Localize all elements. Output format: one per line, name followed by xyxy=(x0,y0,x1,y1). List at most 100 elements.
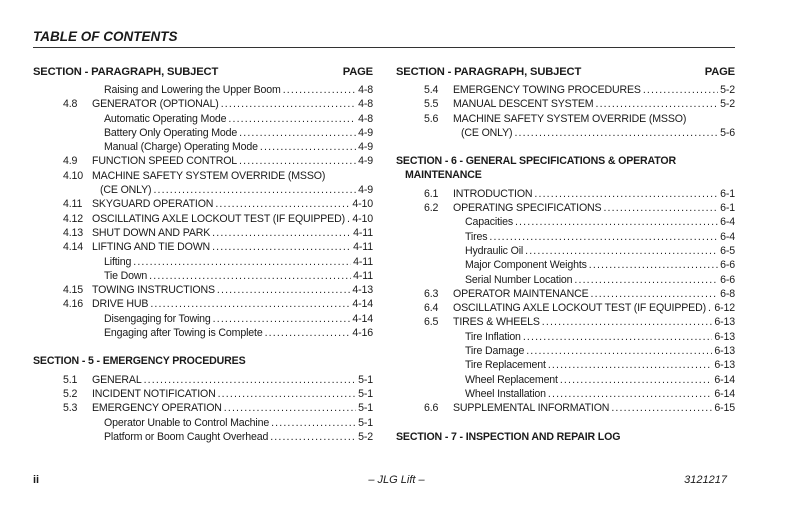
toc-entry[interactable]: 5.4 EMERGENCY TOWING PROCEDURES 5-2 xyxy=(396,83,735,97)
entry-title[interactable]: EMERGENCY TOWING PROCEDURES xyxy=(453,84,641,96)
entry-page[interactable]: 5-1 xyxy=(358,387,373,400)
toc-entry[interactable]: Raising and Lowering the Upper Boom 4-8 xyxy=(33,83,373,97)
toc-entry[interactable]: Tire Inflation 6-13 xyxy=(396,330,735,344)
entry-title[interactable]: Platform or Boom Caught Overhead xyxy=(104,430,269,443)
entry-title[interactable]: OPERATOR MAINTENANCE xyxy=(453,287,589,300)
entry-title[interactable]: (CE ONLY) xyxy=(461,126,513,139)
entry-page[interactable]: 4-11 xyxy=(353,226,373,239)
entry-page[interactable]: 6-1 xyxy=(720,187,735,200)
entry-page[interactable]: 6-6 xyxy=(720,273,735,286)
entry-page[interactable]: 6-15 xyxy=(714,402,735,415)
toc-entry[interactable]: Platform or Boom Caught Overhead 5-2 xyxy=(33,430,373,444)
entry-title[interactable]: MACHINE SAFETY SYSTEM OVERRIDE (MSSO) xyxy=(453,112,687,125)
entry-page[interactable]: 6-13 xyxy=(714,330,735,343)
entry-page[interactable]: 4-14 xyxy=(352,298,373,311)
entry-title[interactable]: Disengaging for Towing xyxy=(104,312,211,325)
entry-page[interactable]: 5-2 xyxy=(358,430,373,443)
entry-title[interactable]: Tires xyxy=(465,230,488,243)
toc-entry[interactable]: 4.11 SKYGUARD OPERATION 4-10 xyxy=(33,197,373,211)
entry-title[interactable]: OSCILLATING AXLE LOCKOUT TEST (IF EQUIPP… xyxy=(453,302,706,315)
entry-page[interactable]: 5-1 xyxy=(358,416,373,429)
entry-page[interactable]: 4-9 xyxy=(358,155,373,168)
toc-entry[interactable]: 4.8 GENERATOR (OPTIONAL) 4-8 xyxy=(33,97,373,111)
toc-entry[interactable]: Disengaging for Towing 4-14 xyxy=(33,312,373,326)
toc-entry[interactable]: 5.6 MACHINE SAFETY SYSTEM OVERRIDE (MSSO) xyxy=(396,112,735,126)
toc-entry[interactable]: Manual (Charge) Operating Mode 4-9 xyxy=(33,140,373,154)
entry-title[interactable]: Lifting xyxy=(104,255,132,268)
entry-title[interactable]: DRIVE HUB xyxy=(92,298,149,311)
entry-title[interactable]: Tie Down xyxy=(104,269,148,282)
entry-title[interactable]: Major Component Weights xyxy=(465,259,587,272)
entry-page[interactable]: 6-12 xyxy=(714,302,735,315)
toc-entry[interactable]: 6.1 INTRODUCTION 6-1 xyxy=(396,187,735,201)
toc-entry[interactable]: 4.15 TOWING INSTRUCTIONS 4-13 xyxy=(33,283,373,297)
toc-entry[interactable]: 4.12 OSCILLATING AXLE LOCKOUT TEST (IF EQ… xyxy=(33,212,373,226)
entry-title[interactable]: SHUT DOWN AND PARK xyxy=(92,226,211,239)
entry-title[interactable]: MACHINE SAFETY SYSTEM OVERRIDE (MSSO) xyxy=(92,169,326,182)
entry-page[interactable]: 6-13 xyxy=(714,345,735,358)
entry-page[interactable]: 4-11 xyxy=(353,255,373,268)
entry-page[interactable]: 4-8 xyxy=(358,98,373,111)
entry-title[interactable]: Tire Replacement xyxy=(465,359,546,372)
entry-title[interactable]: FUNCTION SPEED CONTROL xyxy=(92,155,238,168)
entry-title[interactable]: (CE ONLY) xyxy=(100,184,152,197)
entry-page[interactable]: 4-11 xyxy=(353,241,373,254)
entry-page[interactable]: 6-14 xyxy=(714,373,735,386)
entry-page[interactable]: 5-1 xyxy=(358,402,373,415)
toc-entry[interactable]: 4.13 SHUT DOWN AND PARK 4-11 xyxy=(33,226,373,240)
entry-page[interactable]: 4-9 xyxy=(358,184,373,197)
toc-entry[interactable]: Capacities 6-4 xyxy=(396,215,735,229)
entry-page[interactable]: 4-10 xyxy=(352,198,373,211)
entry-title[interactable]: Tire Inflation xyxy=(465,330,521,343)
entry-page[interactable]: 5-6 xyxy=(720,126,735,139)
toc-entry[interactable]: Tie Down 4-11 xyxy=(33,269,373,283)
entry-page[interactable]: 6-4 xyxy=(720,230,735,243)
toc-entry[interactable]: (CE ONLY) 5-6 xyxy=(396,126,735,140)
entry-title[interactable]: Automatic Operating Mode xyxy=(104,112,227,125)
entry-title[interactable]: Engaging after Towing is Complete xyxy=(104,327,263,340)
toc-entry[interactable]: Lifting 4-11 xyxy=(33,255,373,269)
entry-page[interactable]: 6-5 xyxy=(720,244,735,257)
entry-title[interactable]: Capacities xyxy=(465,216,513,229)
toc-entry[interactable]: Wheel Installation 6-14 xyxy=(396,387,735,401)
entry-page[interactable]: 4-14 xyxy=(352,312,373,325)
entry-page[interactable]: 6-6 xyxy=(720,259,735,272)
toc-entry[interactable]: Tire Damage 6-13 xyxy=(396,344,735,358)
entry-title[interactable]: GENERATOR (OPTIONAL) xyxy=(92,98,219,111)
toc-entry[interactable]: Serial Number Location 6-6 xyxy=(396,273,735,287)
toc-entry[interactable]: 5.2 INCIDENT NOTIFICATION 5-1 xyxy=(33,387,373,401)
entry-title[interactable]: Operator Unable to Control Machine xyxy=(104,416,270,429)
entry-page[interactable]: 4-11 xyxy=(353,269,373,282)
entry-title[interactable]: Raising and Lowering the Upper Boom xyxy=(104,84,281,96)
entry-title[interactable]: Serial Number Location xyxy=(465,273,573,286)
entry-title[interactable]: Battery Only Operating Mode xyxy=(104,126,238,139)
toc-entry[interactable]: 6.6 SUPPLEMENTAL INFORMATION 6-15 xyxy=(396,401,735,415)
toc-entry[interactable]: 5.1 GENERAL 5-1 xyxy=(33,373,373,387)
toc-entry[interactable]: 6.4 OSCILLATING AXLE LOCKOUT TEST (IF EQU… xyxy=(396,301,735,315)
entry-page[interactable]: 5-2 xyxy=(720,84,735,96)
entry-page[interactable]: 4-13 xyxy=(352,284,373,297)
entry-page[interactable]: 4-8 xyxy=(358,112,373,125)
entry-title[interactable]: INTRODUCTION xyxy=(453,187,533,200)
toc-entry[interactable]: 6.3 OPERATOR MAINTENANCE 6-8 xyxy=(396,287,735,301)
entry-title[interactable]: GENERAL xyxy=(92,373,142,386)
entry-page[interactable]: 6-14 xyxy=(714,387,735,400)
toc-entry[interactable]: Battery Only Operating Mode 4-9 xyxy=(33,126,373,140)
entry-title[interactable]: TOWING INSTRUCTIONS xyxy=(92,284,215,297)
toc-entry[interactable]: Major Component Weights 6-6 xyxy=(396,258,735,272)
entry-title[interactable]: OSCILLATING AXLE LOCKOUT TEST (IF EQUIPP… xyxy=(92,212,345,225)
entry-title[interactable]: OPERATING SPECIFICATIONS xyxy=(453,202,602,215)
entry-page[interactable]: 6-1 xyxy=(720,202,735,215)
entry-title[interactable]: Hydraulic Oil xyxy=(465,244,524,257)
toc-entry[interactable]: 4.9 FUNCTION SPEED CONTROL 4-9 xyxy=(33,154,373,168)
toc-entry[interactable]: Engaging after Towing is Complete 4-16 xyxy=(33,326,373,340)
entry-title[interactable]: Tire Damage xyxy=(465,345,525,358)
toc-entry[interactable]: 5.3 EMERGENCY OPERATION 5-1 xyxy=(33,401,373,415)
entry-title[interactable]: INCIDENT NOTIFICATION xyxy=(92,387,216,400)
entry-title[interactable]: Wheel Installation xyxy=(465,387,546,400)
entry-page[interactable]: 5-1 xyxy=(358,373,373,386)
entry-page[interactable]: 6-13 xyxy=(714,359,735,372)
toc-entry[interactable]: Tires 6-4 xyxy=(396,230,735,244)
toc-entry[interactable]: 5.5 MANUAL DESCENT SYSTEM 5-2 xyxy=(396,97,735,111)
entry-page[interactable]: 4-9 xyxy=(358,126,373,139)
